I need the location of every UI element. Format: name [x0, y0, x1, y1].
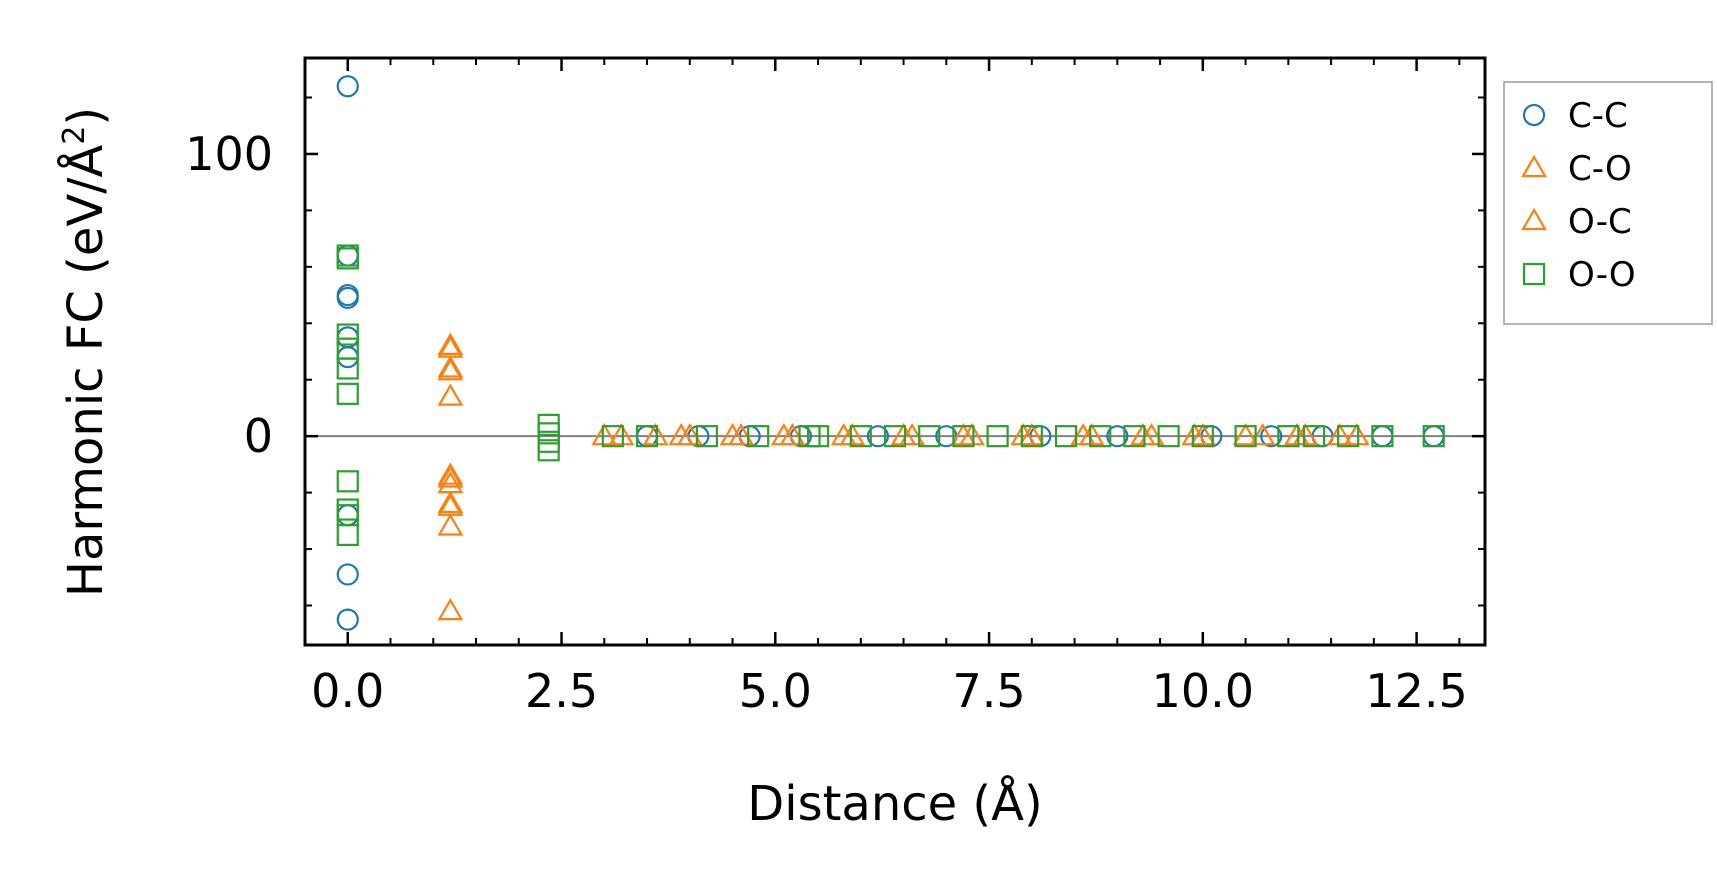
data-point — [336, 323, 359, 346]
data-point — [336, 470, 359, 493]
axis-tick-labels: 0.0 2.5 5.0 7.5 10.0 12.5 0 100 — [185, 127, 1468, 718]
data-point — [336, 357, 359, 380]
data-point — [1277, 425, 1300, 448]
data-markers — [336, 75, 1445, 631]
data-point — [1260, 425, 1283, 448]
data-point — [1371, 425, 1394, 448]
data-point — [1020, 425, 1043, 448]
legend-marker-C-O — [1521, 154, 1547, 178]
data-point — [437, 493, 464, 516]
y-axis-label-main: Harmonic FC (eV/Å — [57, 145, 114, 598]
plot-background — [305, 58, 1485, 645]
data-point — [635, 425, 659, 448]
legend: C-C C-O O-C O-O — [1503, 81, 1713, 325]
data-point — [830, 422, 857, 446]
data-point — [1422, 425, 1445, 448]
data-point — [1070, 422, 1097, 446]
series-O-C — [437, 335, 1353, 516]
data-point — [1232, 422, 1259, 446]
plot-area — [305, 58, 1485, 645]
x-tick-label: 12.5 — [1365, 664, 1467, 718]
y-axis-label: Harmonic FC (eV/Å2) — [57, 107, 114, 597]
data-point — [437, 513, 464, 536]
legend-label: C-C — [1568, 96, 1628, 136]
data-point — [642, 422, 669, 446]
data-point — [952, 425, 975, 448]
data-point — [770, 422, 797, 446]
data-point — [883, 425, 907, 448]
data-point — [1326, 422, 1353, 446]
data-point — [1302, 425, 1326, 448]
data-point — [336, 523, 359, 547]
data-point — [890, 422, 917, 446]
data-point — [336, 382, 359, 405]
data-point — [668, 422, 695, 446]
legend-label: C-O — [1568, 149, 1632, 189]
data-point — [437, 462, 464, 485]
x-tick-label: 5.0 — [739, 664, 812, 718]
data-point — [336, 563, 359, 586]
data-point — [437, 355, 464, 378]
legend-marker-O-C — [1521, 207, 1547, 231]
data-point — [336, 286, 359, 309]
legend-label: O-C — [1568, 202, 1632, 242]
data-point — [1123, 425, 1146, 448]
data-point — [1010, 422, 1037, 446]
x-tick-label: 2.5 — [525, 664, 598, 718]
data-point — [1343, 422, 1370, 446]
legend-marker-C-C — [1522, 103, 1546, 127]
y-tick-label: 100 — [185, 127, 273, 181]
data-point — [601, 425, 624, 448]
data-point — [336, 247, 359, 270]
x-tick-label: 7.5 — [952, 664, 1025, 718]
data-point — [437, 335, 464, 358]
y-axis-label-end: ) — [58, 107, 114, 126]
data-point — [1106, 425, 1129, 448]
data-point — [849, 425, 872, 448]
y-tick-label: 0 — [244, 409, 273, 463]
data-point — [806, 425, 830, 448]
data-point — [950, 422, 977, 446]
data-point — [1337, 425, 1360, 448]
x-tick-label: 0.0 — [311, 664, 384, 718]
data-point — [437, 490, 464, 513]
data-point — [1054, 425, 1078, 448]
data-point — [437, 597, 464, 621]
legend-box — [1503, 81, 1713, 325]
data-point — [437, 383, 464, 406]
data-point — [336, 608, 359, 631]
data-point — [719, 422, 746, 446]
data-point — [1249, 422, 1276, 446]
data-point — [1191, 425, 1214, 448]
data-point — [1292, 422, 1319, 446]
data-point — [918, 425, 941, 448]
data-point — [1157, 425, 1180, 448]
data-point — [695, 425, 718, 448]
data-point — [866, 425, 889, 448]
data-point — [1089, 425, 1112, 448]
data-point — [437, 332, 464, 355]
x-axis-label: Distance (Å) — [747, 775, 1042, 832]
y-axis-label-superscript: 2 — [57, 126, 92, 145]
data-point — [437, 465, 464, 488]
legend-marker-O-O — [1522, 262, 1546, 286]
data-point — [1234, 425, 1257, 448]
axes-frame — [303, 56, 1487, 647]
data-point — [537, 439, 560, 462]
axis-ticks — [304, 58, 1485, 645]
x-tick-label: 10.0 — [1152, 664, 1254, 718]
data-point — [1181, 422, 1208, 446]
data-point — [1130, 422, 1156, 446]
data-point — [747, 425, 770, 448]
data-point — [986, 425, 1009, 448]
data-point — [437, 358, 464, 381]
data-point — [336, 75, 359, 98]
legend-label: O-O — [1568, 255, 1636, 295]
data-point — [591, 422, 618, 446]
series-O-O — [336, 244, 1445, 547]
data-point — [608, 422, 635, 446]
